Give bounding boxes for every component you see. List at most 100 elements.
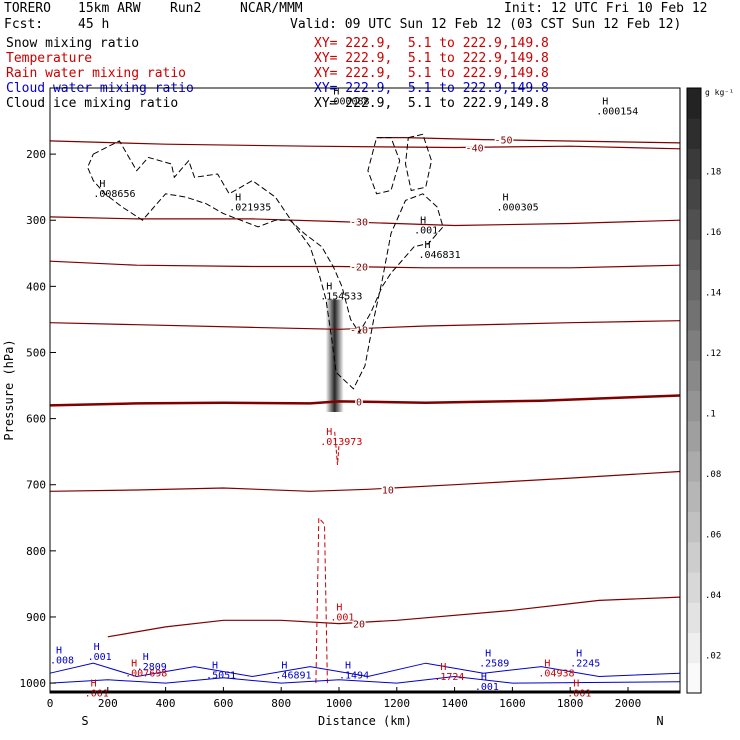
field-xy-temperature: XY= 222.9, 5.1 to 222.9,149.8	[314, 51, 549, 66]
maximum-label: .5051	[206, 671, 236, 682]
maximum-h-marker: H	[212, 661, 218, 672]
isotherm-line	[49, 470, 681, 492]
colorbar-tick-label: .02	[705, 652, 721, 662]
y-tick-label: 500	[26, 346, 46, 359]
field-xy-rain: XY= 222.9, 5.1 to 222.9,149.8	[314, 66, 549, 81]
y-tick-label: 300	[26, 214, 46, 227]
maximum-h-marker: H	[345, 661, 351, 672]
field-name-temperature: Temperature	[6, 51, 93, 66]
x-tick-label: 2000	[615, 697, 642, 710]
cloud-ice-contour	[367, 137, 401, 195]
maximum-h-marker: H	[326, 282, 332, 293]
x-tick-label: 0	[47, 697, 54, 710]
maximum-label: .007698	[125, 669, 167, 680]
isotherm-label: -20	[350, 263, 368, 274]
start-label: S	[81, 714, 88, 728]
maximum-h-marker: H	[544, 659, 550, 670]
maximum-label: .001	[85, 688, 109, 699]
maximum-h-marker: H	[91, 678, 97, 689]
isotherm-line	[107, 596, 681, 638]
colorbar-tick-label: .04	[705, 591, 721, 601]
isotherm-line	[49, 394, 681, 407]
isotherm-line	[49, 320, 681, 330]
maximum-h-marker: H	[440, 662, 446, 673]
maximum-label: .2809	[137, 662, 167, 673]
maximum-h-marker: H	[602, 97, 608, 108]
snow-shading	[325, 299, 344, 412]
plot-area: -50-40-30-20-1001020.008656H.021935H.000…	[49, 87, 681, 699]
field-xy-snow: XY= 222.9, 5.1 to 222.9,149.8	[314, 36, 549, 51]
x-tick-label: 1000	[326, 697, 353, 710]
maximum-h-marker: H	[481, 672, 487, 683]
maximum-h-marker: H	[424, 240, 430, 251]
y-tick-label: 1000	[20, 677, 47, 690]
colorbar-cell	[687, 269, 701, 301]
maximum-label: .021935	[229, 202, 271, 213]
maximum-label: .1724	[434, 672, 464, 683]
x-tick-label: 1200	[384, 697, 411, 710]
x-tick-label: 400	[156, 697, 176, 710]
colorbar-cell	[687, 451, 701, 482]
y-tick-label: 400	[26, 280, 46, 293]
maximum-h-marker: H	[333, 87, 339, 98]
colorbar-frame	[686, 87, 702, 694]
maximum-label: .000305	[496, 202, 538, 213]
x-tick-label: 600	[213, 697, 233, 710]
x-tick-label: 1600	[499, 697, 526, 710]
colorbar-tick-label: .18	[705, 168, 721, 178]
colorbar-tick-label: .16	[705, 228, 721, 238]
header-valid: Valid: 09 UTC Sun 12 Feb 12 (03 CST Sun …	[290, 17, 682, 32]
field-xy-cloud-ice: XY= 222.9, 5.1 to 222.9,149.8	[314, 96, 549, 111]
header-model: TORERO	[4, 1, 51, 16]
x-tick-label: 1400	[441, 697, 468, 710]
maximum-h-marker: H	[573, 678, 579, 689]
cloud-ice-contour	[87, 140, 444, 390]
maximum-label: .001	[567, 688, 591, 699]
colorbar-tick-label: .08	[705, 470, 721, 480]
colorbar-cell	[687, 420, 701, 452]
colorbar-cell	[687, 118, 701, 149]
maximum-h-marker: H	[326, 427, 332, 438]
x-tick-label: 200	[98, 697, 118, 710]
colorbar-cell	[687, 511, 701, 543]
y-tick-label: 800	[26, 545, 46, 558]
colorbar-tick-label: .14	[705, 289, 721, 299]
end-label: N	[656, 714, 663, 728]
maximum-label: .154533	[320, 292, 362, 303]
maximum-label: .2245	[570, 659, 600, 670]
isotherm-label: -10	[350, 325, 368, 336]
isotherm-line	[376, 137, 681, 144]
colorbar-cell	[687, 239, 701, 270]
maximum-label: .001	[88, 652, 112, 663]
maximum-h-marker: H	[94, 642, 100, 653]
y-axis-label: Pressure (hPa)	[2, 339, 16, 440]
header-resolution: 15km ARW	[78, 1, 141, 16]
maximum-h-marker: H	[99, 179, 105, 190]
maximum-label: .2589	[479, 659, 509, 670]
colorbar-cell	[687, 541, 701, 573]
colorbar-cell	[687, 330, 701, 361]
colorbar-unit: g kg⁻¹	[705, 88, 734, 97]
colorbar: .02 .04 .06 .08 .1 .12 .14 .16 .18	[686, 87, 721, 694]
y-tick-label: 200	[26, 148, 46, 161]
colorbar-cell	[687, 632, 701, 664]
isotherm-label: 0	[356, 397, 362, 408]
y-tick-label: 700	[26, 479, 46, 492]
maximum-h-marker: H	[420, 216, 426, 227]
header-run: Run2	[170, 1, 202, 16]
maximum-h-marker: H	[131, 659, 137, 670]
maximum-label: .001	[475, 682, 499, 693]
isotherm-label: 10	[382, 485, 394, 496]
colorbar-cell	[687, 360, 701, 391]
x-tick-label: 1800	[557, 697, 584, 710]
maximum-label: .008	[50, 655, 74, 666]
y-tick-label: 600	[26, 413, 46, 426]
maximum-label: .046831	[418, 250, 460, 261]
header-fcst-value: 45 h	[78, 17, 110, 32]
maximum-h-marker: H	[235, 192, 241, 203]
colorbar-tick-label: .1	[705, 410, 716, 420]
x-tick-label: 800	[271, 697, 291, 710]
maximum-h-marker: H	[56, 645, 62, 656]
colorbar-tick-label: .06	[705, 531, 721, 541]
